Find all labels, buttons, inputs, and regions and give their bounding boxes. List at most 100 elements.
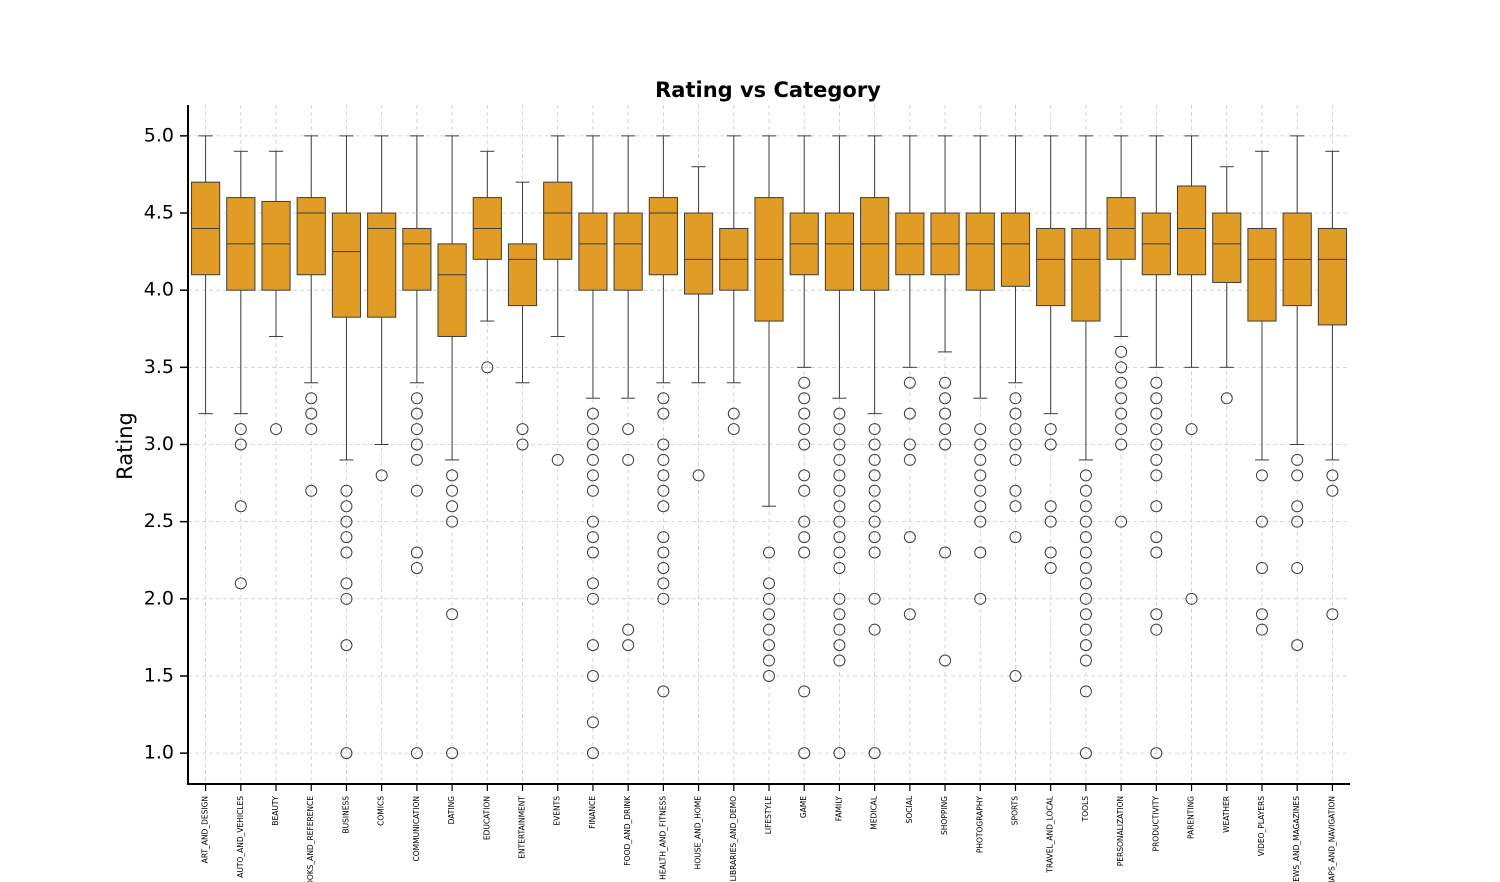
outlier	[657, 561, 670, 574]
outlier	[586, 577, 599, 590]
x-tick-label: PARENTING	[1187, 796, 1196, 839]
outlier	[1009, 438, 1022, 451]
outlier	[446, 515, 459, 528]
outlier	[1326, 484, 1339, 497]
outlier	[1326, 608, 1339, 621]
x-tick-label: GAME	[799, 796, 808, 818]
box	[1036, 227, 1066, 307]
outlier	[1255, 561, 1268, 574]
outlier	[974, 546, 987, 559]
outlier	[1044, 423, 1057, 436]
box	[613, 212, 643, 291]
outlier	[410, 392, 423, 405]
outlier	[798, 747, 811, 760]
outlier	[446, 469, 459, 482]
outlier	[657, 484, 670, 497]
outlier	[939, 392, 952, 405]
outlier	[657, 546, 670, 559]
outlier	[340, 639, 353, 652]
outlier	[410, 453, 423, 466]
outlier	[1079, 654, 1092, 667]
outlier	[868, 515, 881, 528]
outlier	[1009, 500, 1022, 513]
y-tick-label: 4.0	[144, 279, 174, 301]
outlier	[586, 438, 599, 451]
outlier	[657, 500, 670, 513]
outlier	[1291, 639, 1304, 652]
outlier	[657, 392, 670, 405]
outlier	[1150, 376, 1163, 389]
box	[965, 212, 995, 291]
outlier	[622, 423, 635, 436]
outlier	[903, 376, 916, 389]
x-tick-label: PERSONALIZATION	[1116, 796, 1125, 866]
outlier	[833, 469, 846, 482]
outlier	[798, 546, 811, 559]
outlier	[833, 423, 846, 436]
outlier	[586, 484, 599, 497]
outlier	[586, 453, 599, 466]
x-tick-label: FAMILY	[834, 796, 843, 822]
outlier	[1150, 546, 1163, 559]
outlier	[798, 423, 811, 436]
outlier	[234, 577, 247, 590]
outlier	[1291, 469, 1304, 482]
y-tick-label: 1.5	[144, 664, 174, 686]
outlier	[234, 423, 247, 436]
outlier	[939, 423, 952, 436]
outlier	[657, 592, 670, 605]
outlier	[1079, 577, 1092, 590]
outlier	[868, 423, 881, 436]
outlier	[1150, 453, 1163, 466]
outlier	[1009, 531, 1022, 544]
x-tick-label: AUTO_AND_VEHICLES	[236, 796, 245, 878]
outlier	[833, 484, 846, 497]
x-tick-label: SPORTS	[1010, 796, 1019, 825]
outlier	[763, 577, 775, 590]
outlier	[1115, 407, 1128, 420]
outlier	[1150, 500, 1163, 513]
box	[824, 212, 855, 291]
outlier	[833, 592, 846, 605]
outlier	[833, 515, 846, 528]
outlier	[340, 592, 353, 605]
outlier	[446, 608, 459, 621]
outlier	[1009, 453, 1022, 466]
outlier	[833, 531, 846, 544]
x-tick-label: HOUSE_AND_HOME	[694, 796, 703, 870]
outlier	[305, 484, 318, 497]
outlier	[1291, 561, 1304, 574]
x-tick-label: SHOPPING	[940, 796, 949, 835]
outlier	[798, 484, 811, 497]
outlier	[622, 639, 635, 652]
box	[507, 243, 538, 307]
outlier	[1150, 623, 1163, 636]
outlier	[1150, 531, 1163, 544]
outlier	[1150, 608, 1163, 621]
outlier	[1255, 515, 1268, 528]
x-tick-label: LIFESTYLE	[764, 796, 773, 835]
x-tick-label: ENTERTAINMENT	[518, 796, 527, 859]
x-tick-label: PRODUCTIVITY	[1151, 796, 1160, 852]
x-tick-label: BEAUTY	[271, 796, 280, 826]
outlier	[798, 407, 811, 420]
outlier	[1044, 515, 1057, 528]
outlier	[1115, 376, 1128, 389]
outlier	[1079, 639, 1092, 652]
outlier	[1115, 392, 1128, 405]
outlier	[763, 669, 775, 682]
box	[1212, 212, 1242, 283]
outlier	[586, 407, 599, 420]
outlier	[868, 484, 881, 497]
x-tick-label: TOOLS	[1081, 796, 1090, 823]
outlier	[833, 654, 846, 667]
x-tick-label: SOCIAL	[905, 795, 914, 823]
x-tick-label: COMICS	[377, 796, 386, 826]
outlier	[798, 531, 811, 544]
outlier	[1079, 469, 1092, 482]
outlier	[1115, 423, 1128, 436]
outlier	[939, 438, 952, 451]
outlier	[974, 515, 987, 528]
outlier	[481, 361, 494, 374]
outlier	[1009, 392, 1022, 405]
